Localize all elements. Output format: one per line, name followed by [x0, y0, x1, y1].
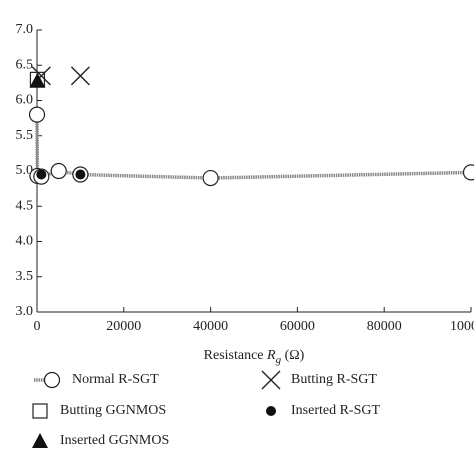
- y-tick-label: 5.5: [16, 128, 34, 143]
- data-point: [70, 66, 90, 86]
- y-tick-label: 5.0: [16, 163, 34, 178]
- x-label-subscript: g: [276, 354, 282, 366]
- legend-label: Inserted GGNMOS: [60, 433, 169, 448]
- legend-label: Butting R-SGT: [291, 372, 377, 387]
- series-line: [35, 114, 472, 180]
- x-tick-label: 60000: [280, 319, 315, 334]
- x-axis-label: Resistance Rg (Ω): [204, 348, 305, 365]
- legend-marker: [43, 371, 61, 389]
- data-point: [462, 164, 474, 181]
- y-tick-label: 7.0: [16, 22, 34, 37]
- x-label-symbol: R: [266, 348, 276, 363]
- y-tick-label: 4.5: [16, 198, 34, 213]
- data-point: [29, 72, 46, 88]
- data-point: [202, 169, 219, 187]
- y-tick-label: 6.5: [16, 57, 34, 72]
- legend-label: Butting GGNMOS: [60, 403, 166, 418]
- y-tick-label: 3.5: [16, 269, 34, 284]
- x-tick-label: 0: [34, 319, 41, 334]
- x-tick-label: 100000: [450, 319, 474, 334]
- x-tick-label: 40000: [193, 319, 228, 334]
- legend-marker: [32, 403, 48, 419]
- data-point: [36, 169, 47, 180]
- legend-label: Normal R-SGT: [72, 372, 159, 387]
- x-tick-label: 80000: [367, 319, 402, 334]
- x-label-text: Resistance: [204, 348, 267, 363]
- data-point: [28, 106, 46, 123]
- y-tick-label: 3.0: [16, 304, 34, 319]
- y-tick-label: 4.0: [16, 234, 34, 249]
- legend-marker: [261, 370, 281, 390]
- data-point: [75, 169, 86, 180]
- y-tick-label: 6.0: [16, 93, 34, 108]
- legend-marker: [266, 406, 276, 416]
- legend-label: Inserted R-SGT: [291, 403, 380, 418]
- legend-marker: [32, 433, 48, 448]
- x-label-unit: (Ω): [281, 348, 305, 363]
- data-point: [50, 162, 67, 180]
- x-tick-label: 20000: [106, 319, 141, 334]
